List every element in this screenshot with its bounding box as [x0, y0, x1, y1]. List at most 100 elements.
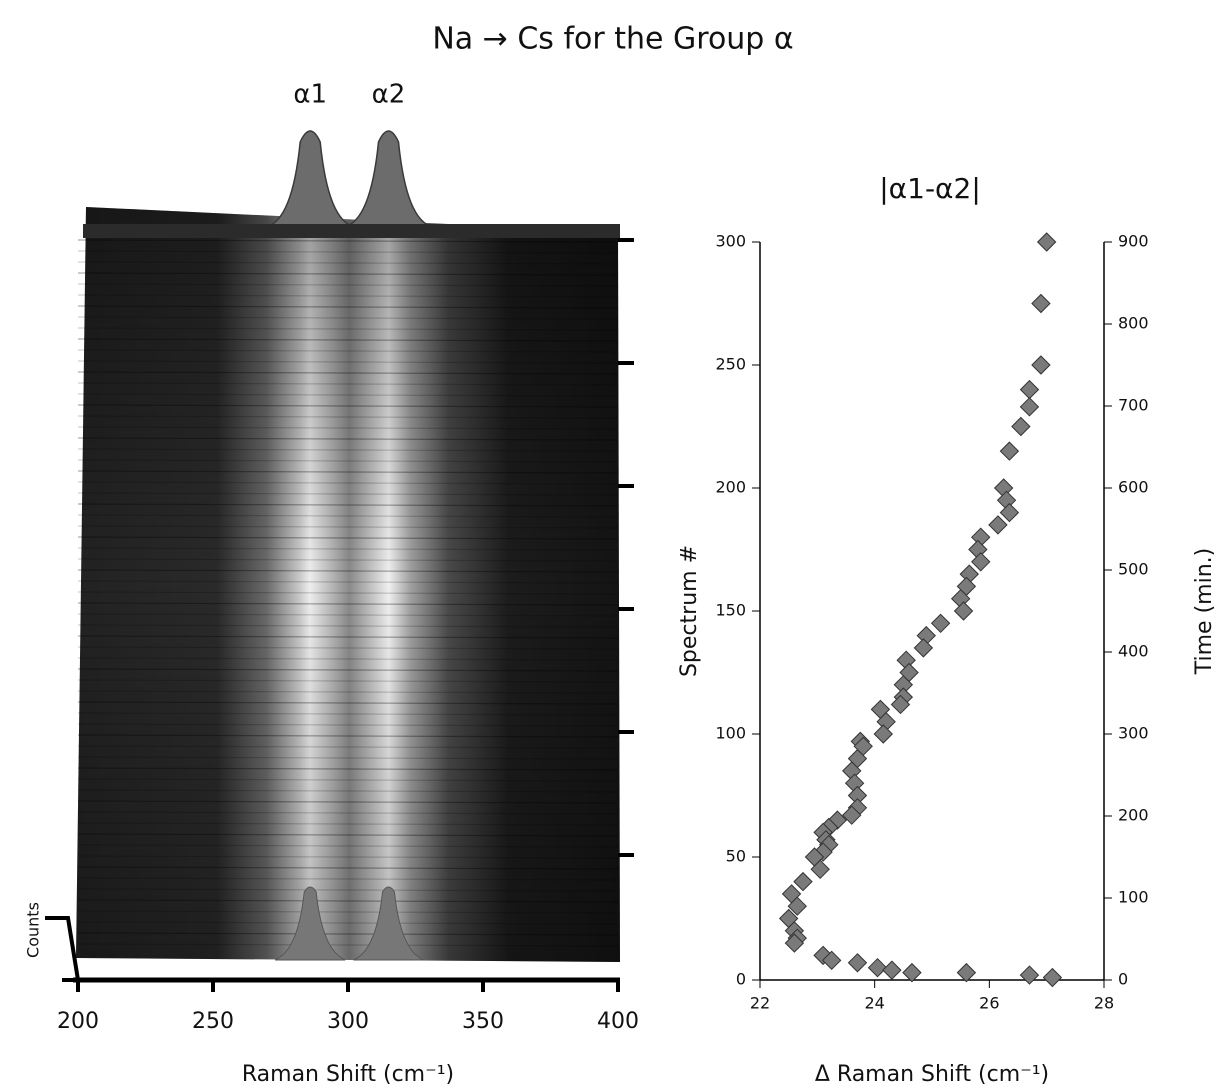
spectrum-trace: [77, 239, 619, 243]
spectrum-trace: [77, 371, 619, 375]
x-tick-label: 22: [750, 994, 770, 1013]
data-point: [1031, 293, 1051, 314]
spectrum-trace: [77, 316, 619, 320]
spectrum-trace: [77, 426, 619, 430]
spectrum-trace: [77, 459, 619, 463]
peak-crest: [343, 130, 434, 228]
x-tick-label: 28: [1094, 994, 1114, 1013]
spectrum-trace: [77, 415, 619, 419]
spectrum-trace: [77, 932, 619, 936]
x-axis-label: Raman Shift (cm⁻¹): [242, 1062, 454, 1087]
peak-front: [274, 886, 346, 961]
spectrum-trace: [77, 602, 619, 606]
spectrum-trace: [77, 349, 619, 353]
y-axis-label: Counts: [24, 902, 43, 958]
spectrum-trace: [77, 525, 619, 529]
spectrum-trace: [77, 866, 619, 870]
spectrum-trace: [77, 382, 619, 386]
y-tick-label: 250: [715, 355, 746, 374]
spectrum-trace: [77, 305, 619, 309]
y-tick-label: 150: [715, 601, 746, 620]
data-point: [890, 694, 911, 715]
spectrum-trace: [77, 492, 619, 496]
spectrum-trace: [77, 855, 619, 859]
spectrum-trace: [77, 690, 619, 694]
spectrum-trace: [77, 756, 619, 760]
y2-tick-label: 200: [1118, 806, 1149, 825]
spectrum-trace: [77, 503, 619, 507]
spectrum-trace: [77, 888, 619, 892]
data-point: [1042, 967, 1063, 988]
x-tick-label: 26: [979, 994, 999, 1013]
y2-tick-label: 500: [1118, 560, 1149, 579]
spectrum-trace: [77, 778, 619, 782]
spectrum-trace: [77, 327, 619, 331]
spectrum-trace: [77, 514, 619, 518]
y2-axis-label: Time (min.): [1192, 548, 1217, 675]
spectrum-trace: [77, 789, 619, 793]
data-point: [953, 601, 974, 621]
data-point: [930, 613, 951, 634]
spectrum-trace: [77, 624, 619, 628]
y2-tick-label: 100: [1118, 888, 1149, 907]
peak-front: [353, 886, 424, 961]
peak-label: α1: [293, 80, 327, 110]
y2-tick-label: 600: [1118, 478, 1149, 497]
spectrum-trace: [77, 591, 619, 595]
spectrum-trace: [77, 360, 619, 364]
x-axis-label: Δ Raman Shift (cm⁻¹): [815, 1062, 1049, 1087]
spectrum-trace: [77, 822, 619, 826]
x-tick-label: 300: [327, 1009, 369, 1034]
data-point: [882, 960, 902, 980]
spectrum-trace: [77, 470, 619, 474]
figure-title: Na → Cs for the Group α: [432, 22, 793, 57]
y-tick-label: 0: [736, 970, 746, 989]
spectrum-trace: [77, 646, 619, 650]
data-point: [1019, 379, 1040, 400]
data-point: [956, 962, 977, 983]
spectrum-trace: [77, 250, 619, 254]
data-point: [1036, 232, 1057, 252]
spectrum-trace: [77, 283, 619, 287]
y-axis-label: Spectrum #: [677, 545, 702, 677]
spectrum-trace: [77, 833, 619, 837]
spectrum-trace: [77, 448, 619, 452]
data-point: [793, 871, 813, 892]
data-point: [902, 962, 922, 983]
x-tick-label: 24: [864, 994, 884, 1013]
spectrum-trace: [77, 272, 619, 276]
spectrum-trace: [77, 943, 619, 947]
spectrum-trace: [77, 877, 619, 881]
data-point: [810, 859, 830, 880]
data-point: [847, 953, 868, 973]
x-tick-label: 200: [57, 1009, 99, 1034]
data-point: [787, 896, 807, 916]
back-ridge: [83, 224, 620, 238]
data-point: [1019, 965, 1040, 985]
spectrum-trace: [77, 558, 619, 562]
spectrum-trace: [77, 844, 619, 848]
spectrum-trace: [77, 701, 619, 705]
spectrum-trace: [77, 393, 619, 397]
spectrum-trace: [77, 921, 619, 925]
spectrum-trace: [77, 657, 619, 661]
y-tick-label: 200: [715, 478, 746, 497]
data-point: [867, 957, 888, 978]
data-point: [988, 515, 1008, 535]
spectrum-trace: [77, 294, 619, 298]
spectrum-trace: [77, 536, 619, 540]
peak-label: α2: [372, 80, 406, 110]
peak-crest: [265, 130, 356, 228]
x-tick-label: 400: [597, 1009, 639, 1034]
spectrum-trace: [77, 767, 619, 771]
data-point: [1011, 416, 1031, 437]
x-tick-label: 350: [462, 1009, 504, 1034]
data-point: [913, 638, 934, 658]
y2-tick-label: 0: [1118, 970, 1128, 989]
spectrum-trace: [77, 404, 619, 408]
spectrum-trace: [77, 800, 619, 804]
y2-tick-label: 900: [1118, 232, 1149, 251]
data-point: [1019, 397, 1040, 417]
data-point: [821, 950, 842, 971]
